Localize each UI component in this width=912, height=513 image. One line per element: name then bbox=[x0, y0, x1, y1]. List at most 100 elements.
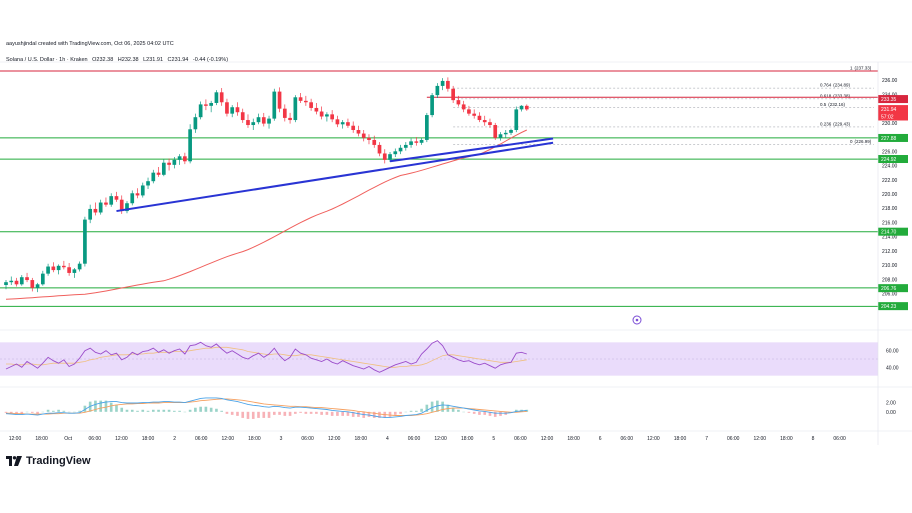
fib-level-label: 0.236 (229.43) bbox=[820, 121, 851, 126]
macd-histogram-bar bbox=[204, 406, 208, 412]
candle-body bbox=[309, 102, 313, 108]
symbol-name[interactable]: Solana / U.S. Dollar · 1h · Kraken bbox=[6, 57, 88, 63]
macd-histogram-bar bbox=[315, 411, 318, 414]
price-tick-label: 208.00 bbox=[882, 277, 898, 283]
candle-body bbox=[235, 107, 240, 113]
macd-histogram-bar bbox=[330, 411, 334, 416]
time-tick-label: 7 bbox=[705, 436, 708, 442]
fib-level-label: 0.764 (234.89) bbox=[820, 83, 851, 88]
fib-ratio: 0.764 bbox=[820, 83, 832, 88]
candle-body bbox=[4, 282, 8, 286]
macd-histogram-bar bbox=[451, 407, 455, 412]
macd-histogram-bar bbox=[83, 405, 87, 412]
price-tag-label: 224.92 bbox=[881, 157, 897, 163]
candle-body bbox=[414, 141, 419, 143]
macd-histogram-bar bbox=[393, 411, 397, 415]
time-tick-label: 3 bbox=[280, 436, 283, 442]
candle-body bbox=[156, 172, 161, 175]
rsi-pane[interactable]: 60.00 40.00 bbox=[0, 329, 912, 376]
candle-body bbox=[56, 265, 61, 271]
macd-histogram-bar bbox=[146, 410, 150, 412]
macd-histogram-bar bbox=[467, 411, 471, 413]
candle-body bbox=[167, 162, 171, 165]
time-tick-labels: 12:00 18:00 Oct 06:00 12:00 18:00 2 06:00 12:00 1… bbox=[9, 436, 846, 442]
candle-body bbox=[419, 139, 424, 143]
candle-body bbox=[493, 125, 498, 138]
candle-body bbox=[477, 115, 482, 121]
candle-body bbox=[282, 108, 287, 118]
fib-level-label: 0.5 (232.16) bbox=[820, 102, 846, 107]
price-tag-bg bbox=[878, 284, 908, 293]
time-tick-label: 06:00 bbox=[301, 436, 314, 442]
candle-body bbox=[146, 181, 150, 186]
support-resistance-lines[interactable] bbox=[0, 70, 878, 307]
macd-histogram-bar bbox=[36, 411, 39, 414]
macd-histogram-bar bbox=[430, 401, 434, 412]
macd-histogram-bar bbox=[488, 411, 492, 416]
candle-body bbox=[409, 141, 413, 145]
candle-body bbox=[161, 162, 166, 175]
ohlc-high: H232.38 bbox=[117, 57, 139, 63]
price-pane[interactable]: 1 (237.33)0.764 (234.89)0.618 (233.38)0.5 (2… bbox=[0, 61, 912, 325]
macd-histogram-bar bbox=[136, 410, 139, 412]
macd-histogram-bar bbox=[199, 406, 202, 412]
replay-icon[interactable] bbox=[632, 315, 642, 325]
time-tick-label: 12:00 bbox=[222, 436, 235, 442]
macd-histogram-bar bbox=[372, 411, 376, 418]
price-tag-bg bbox=[878, 112, 908, 121]
candle-body bbox=[151, 172, 156, 182]
time-tick-label: 06:00 bbox=[727, 436, 740, 442]
macd-histogram-bar bbox=[251, 411, 255, 419]
macd-histogram-bar bbox=[220, 410, 223, 412]
time-tick-label: 12:00 bbox=[647, 436, 660, 442]
price-tick-label: 212.00 bbox=[882, 249, 898, 255]
time-tick-label: 12:00 bbox=[115, 436, 128, 442]
macd-histogram-bar bbox=[178, 410, 181, 412]
price-tag-label: 214.70 bbox=[881, 230, 897, 236]
candle-body bbox=[114, 196, 119, 200]
candle-body bbox=[251, 122, 256, 126]
candle-body bbox=[225, 102, 229, 114]
macd-histogram-bar bbox=[441, 401, 444, 412]
candle-body bbox=[35, 284, 40, 288]
candle-body bbox=[388, 154, 392, 160]
price-tick-label: 222.00 bbox=[882, 178, 898, 184]
macd-histogram-bar bbox=[294, 411, 297, 414]
macd-histogram-bar bbox=[104, 400, 108, 412]
tradingview-logo[interactable]: TradingView bbox=[6, 455, 91, 467]
fib-level-label: 0 (226.99) bbox=[850, 139, 872, 144]
candle-body bbox=[330, 114, 334, 120]
price-tick-label: 210.00 bbox=[882, 263, 898, 269]
candle-body bbox=[461, 104, 466, 110]
price-tick-label: 236.00 bbox=[882, 78, 898, 84]
candle-body bbox=[135, 193, 140, 196]
macd-histogram-bar bbox=[141, 409, 145, 412]
price-tag-label: 227.88 bbox=[881, 136, 897, 142]
time-tick-label: 06:00 bbox=[89, 436, 102, 442]
price-tag-label: 204.23 bbox=[881, 304, 897, 310]
candle-body bbox=[272, 91, 277, 119]
time-tick-label: 06:00 bbox=[621, 436, 634, 442]
tradingview-logo-text: TradingView bbox=[26, 455, 91, 467]
candle-body bbox=[204, 104, 208, 106]
time-tick-label: 18:00 bbox=[780, 436, 793, 442]
candle-body bbox=[467, 109, 471, 114]
macd-histogram-bar bbox=[367, 411, 371, 417]
trendlines[interactable] bbox=[116, 137, 554, 213]
price-tick-label: 216.00 bbox=[882, 220, 898, 226]
price-tag-bg bbox=[878, 227, 908, 236]
macd-pane[interactable]: 2.00 0.00 bbox=[0, 386, 912, 419]
macd-histogram-bar bbox=[320, 411, 323, 415]
macd-histogram-bar bbox=[115, 404, 118, 412]
moving-average-line bbox=[5, 129, 528, 300]
candle-body bbox=[503, 132, 508, 135]
macd-histogram-bar bbox=[230, 411, 234, 415]
price-tick-label: 206.00 bbox=[882, 292, 898, 298]
fib-value: (233.38) bbox=[833, 93, 850, 98]
macd-histogram-bar bbox=[225, 411, 229, 414]
candle-body bbox=[188, 129, 192, 162]
time-tick-label: 12:00 bbox=[434, 436, 447, 442]
candle-body bbox=[451, 88, 455, 101]
fib-value: (237.33) bbox=[855, 65, 872, 70]
